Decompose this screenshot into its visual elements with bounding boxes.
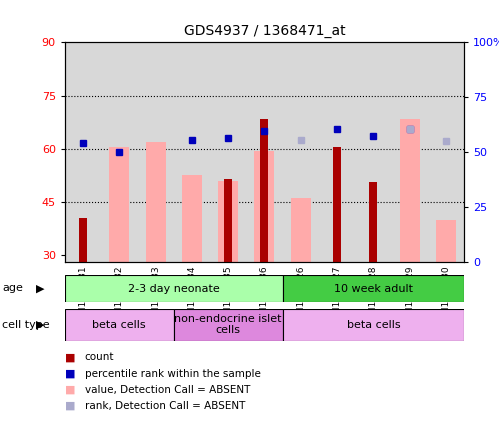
Bar <box>146 142 166 262</box>
Text: count: count <box>85 352 114 363</box>
Bar <box>355 42 392 262</box>
Bar <box>333 147 341 262</box>
Bar <box>400 118 420 262</box>
Text: percentile rank within the sample: percentile rank within the sample <box>85 368 260 379</box>
Text: cell type: cell type <box>2 320 50 330</box>
Text: non-endocrine islet
cells: non-endocrine islet cells <box>175 314 282 335</box>
Bar <box>282 275 464 302</box>
Bar <box>247 42 282 262</box>
Bar <box>182 176 202 262</box>
Text: 2-3 day neonate: 2-3 day neonate <box>128 284 220 294</box>
Bar <box>79 218 87 262</box>
Bar <box>65 42 101 262</box>
Text: beta cells: beta cells <box>346 320 400 330</box>
Text: beta cells: beta cells <box>92 320 146 330</box>
Text: age: age <box>2 283 23 294</box>
Text: ■: ■ <box>65 385 75 395</box>
Text: ■: ■ <box>65 352 75 363</box>
Bar <box>174 309 282 341</box>
Text: value, Detection Call = ABSENT: value, Detection Call = ABSENT <box>85 385 250 395</box>
Title: GDS4937 / 1368471_at: GDS4937 / 1368471_at <box>184 25 345 38</box>
Bar <box>436 220 456 262</box>
Bar <box>392 42 428 262</box>
Bar <box>291 198 311 262</box>
Text: ■: ■ <box>65 368 75 379</box>
Bar <box>109 147 129 262</box>
Bar <box>218 181 238 262</box>
Bar <box>65 275 282 302</box>
Bar <box>174 42 210 262</box>
Bar <box>137 42 174 262</box>
Text: ■: ■ <box>65 401 75 411</box>
Bar <box>260 118 268 262</box>
Text: 10 week adult: 10 week adult <box>334 284 413 294</box>
Bar <box>282 42 319 262</box>
Bar <box>282 309 464 341</box>
Text: ▶: ▶ <box>36 283 45 294</box>
Bar <box>210 42 247 262</box>
Text: rank, Detection Call = ABSENT: rank, Detection Call = ABSENT <box>85 401 245 411</box>
Bar <box>369 182 377 262</box>
Bar <box>65 309 174 341</box>
Bar <box>319 42 355 262</box>
Bar <box>224 179 232 262</box>
Text: ▶: ▶ <box>36 320 45 330</box>
Bar <box>101 42 137 262</box>
Bar <box>254 151 274 262</box>
Bar <box>428 42 464 262</box>
